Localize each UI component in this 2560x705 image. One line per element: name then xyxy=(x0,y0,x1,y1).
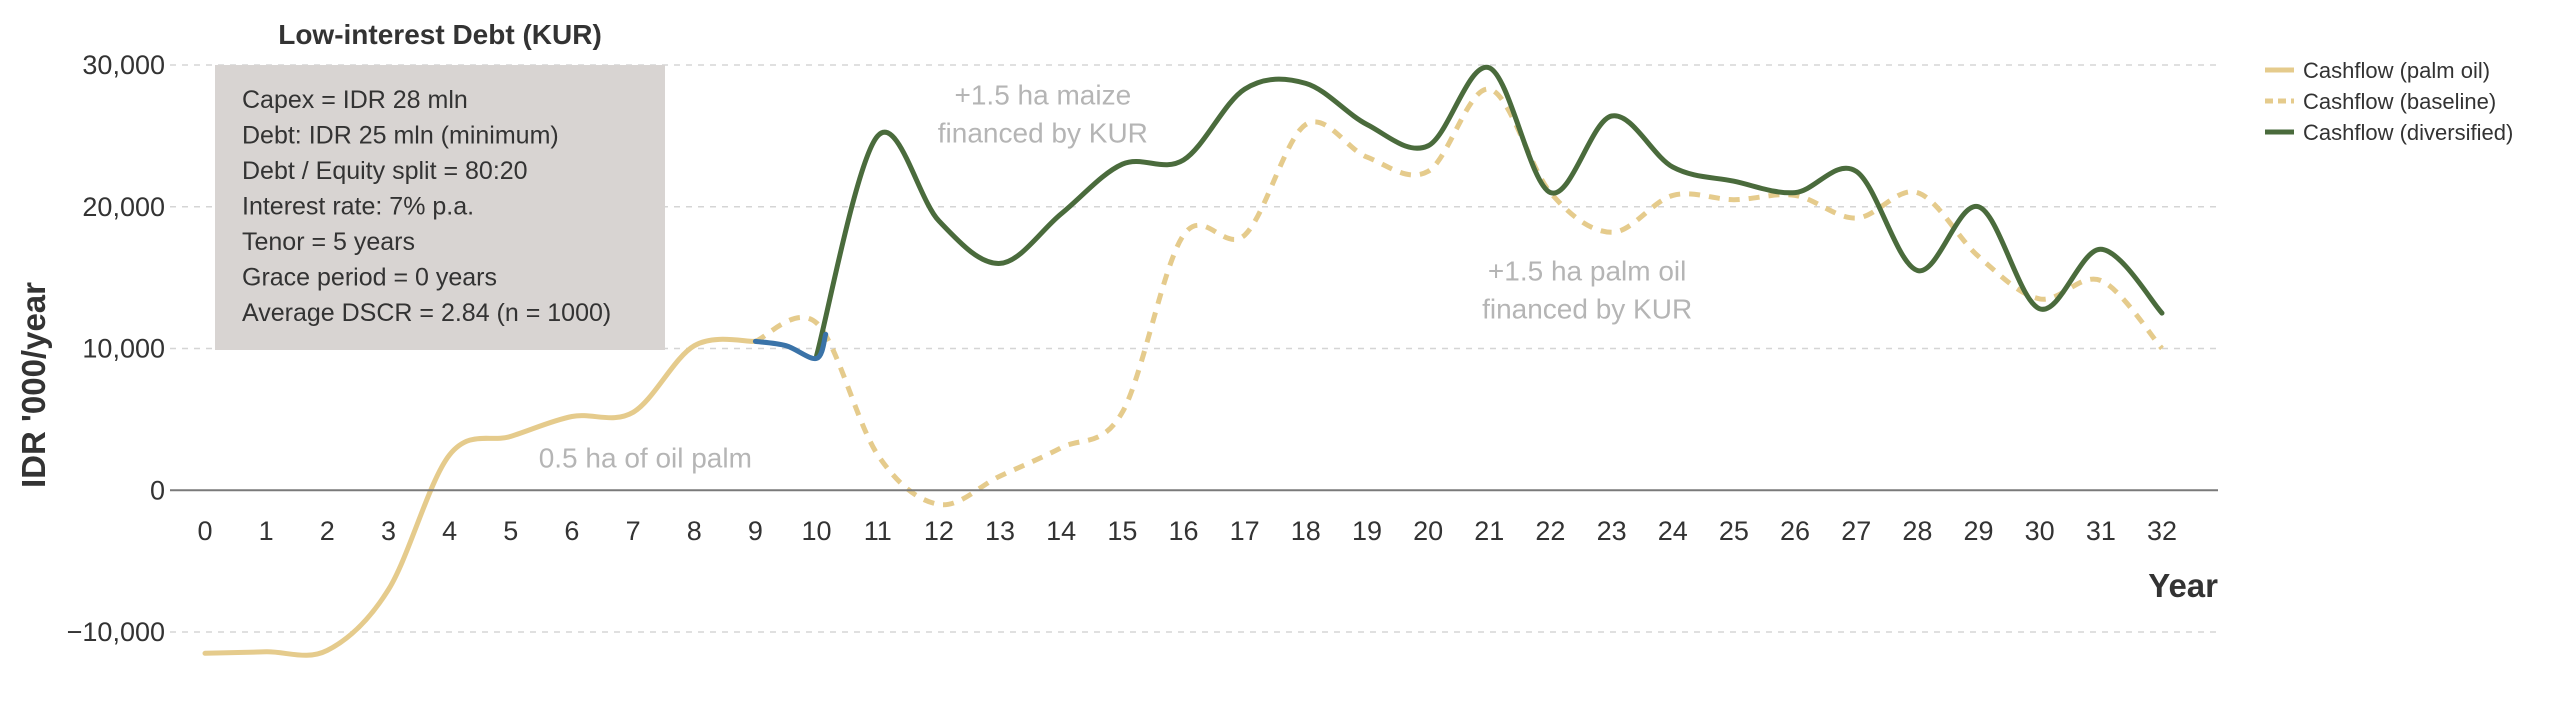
x-tick-label: 6 xyxy=(564,516,579,546)
info-box-line: Grace period = 0 years xyxy=(242,264,497,292)
info-box-line: Interest rate: 7% p.a. xyxy=(242,193,474,221)
x-tick-label: 23 xyxy=(1597,516,1627,546)
x-tick-label: 11 xyxy=(864,516,892,546)
x-tick-label: 30 xyxy=(2025,516,2055,546)
x-tick-label: 19 xyxy=(1352,516,1382,546)
x-tick-label: 22 xyxy=(1535,516,1565,546)
x-axis-title: Year xyxy=(2148,567,2218,604)
x-tick-label: 31 xyxy=(2086,516,2116,546)
annotation-text: financed by KUR xyxy=(938,118,1148,149)
info-box: Capex = IDR 28 mln Debt: IDR 25 mln (mini… xyxy=(215,65,665,350)
info-box-background xyxy=(215,65,665,350)
x-tick-label: 25 xyxy=(1719,516,1749,546)
y-tick-label: 30,000 xyxy=(82,50,165,80)
x-tick-label: 21 xyxy=(1474,516,1504,546)
annotation-text: +1.5 ha palm oil xyxy=(1488,255,1686,286)
annotations: +1.5 ha maize financed by KUR +1.5 ha palm… xyxy=(539,80,1692,474)
x-tick-label: 26 xyxy=(1780,516,1810,546)
series-lines xyxy=(202,65,2165,658)
legend-label: Cashflow (baseline) xyxy=(2303,89,2496,114)
info-box-line: Capex = IDR 28 mln xyxy=(242,86,468,114)
x-tick-label: 3 xyxy=(381,516,396,546)
annotation-text: financed by KUR xyxy=(1482,293,1692,324)
series-line xyxy=(202,336,758,658)
y-axis-title: IDR '000/year xyxy=(15,282,52,488)
x-tick-label: 10 xyxy=(802,516,832,546)
legend-label: Cashflow (diversified) xyxy=(2303,120,2513,145)
x-tick-label: 16 xyxy=(1168,516,1198,546)
x-tick-label: 18 xyxy=(1291,516,1321,546)
x-tick-label: 14 xyxy=(1046,516,1076,546)
y-tick-label: 0 xyxy=(150,475,165,505)
info-box-line: Average DSCR = 2.84 (n = 1000) xyxy=(242,299,611,327)
x-tick-label: 12 xyxy=(924,516,954,546)
y-tick-label: −10,000 xyxy=(67,617,165,647)
y-tick-label: 10,000 xyxy=(82,334,165,364)
x-tick-label: 13 xyxy=(985,516,1015,546)
x-tick-label: 9 xyxy=(748,516,763,546)
series-line xyxy=(814,65,2165,359)
x-tick-label: 28 xyxy=(1902,516,1932,546)
x-tick-label: 15 xyxy=(1107,516,1137,546)
x-tick-label: 8 xyxy=(687,516,702,546)
x-tick-label: 5 xyxy=(503,516,518,546)
info-box-line: Tenor = 5 years xyxy=(242,228,415,256)
annotation-text: +1.5 ha maize xyxy=(955,80,1132,111)
x-tick-label: 27 xyxy=(1841,516,1871,546)
x-tick-label: 1 xyxy=(259,516,274,546)
series-line xyxy=(752,331,829,362)
x-tick-label: 29 xyxy=(1964,516,1994,546)
annotation-text: 0.5 ha of oil palm xyxy=(539,443,752,474)
x-tick-label: 4 xyxy=(442,516,457,546)
x-tick-label: 0 xyxy=(197,516,212,546)
x-tick-label: 2 xyxy=(320,516,335,546)
x-tick-label: 24 xyxy=(1658,516,1688,546)
legend: Cashflow (palm oil) Cashflow (baseline) Ca… xyxy=(2265,58,2513,145)
x-tick-label: 7 xyxy=(626,516,641,546)
y-tick-label: 20,000 xyxy=(82,192,165,222)
x-tick-label: 17 xyxy=(1230,516,1260,546)
legend-label: Cashflow (palm oil) xyxy=(2303,58,2490,83)
x-tick-label: 32 xyxy=(2147,516,2177,546)
info-box-line: Debt / Equity split = 80:20 xyxy=(242,157,528,185)
x-tick-label: 20 xyxy=(1413,516,1443,546)
series-line xyxy=(754,86,2164,508)
chart-title: Low-interest Debt (KUR) xyxy=(278,19,602,50)
info-box-line: Debt: IDR 25 mln (minimum) xyxy=(242,122,559,150)
